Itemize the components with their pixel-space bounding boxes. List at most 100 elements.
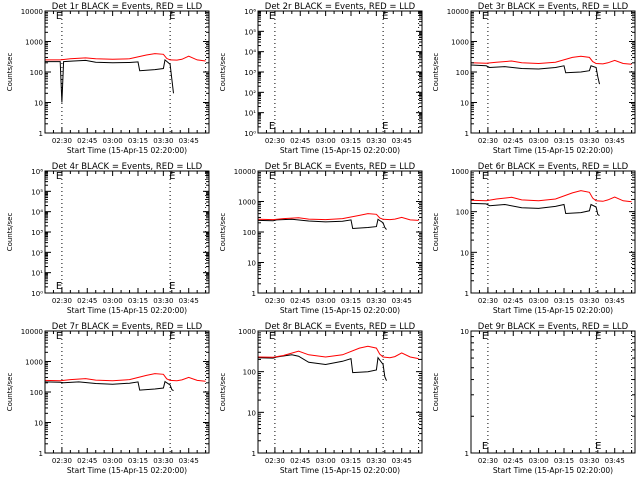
x-axis-label: Start Time (15-Apr-15 02:20:00)	[493, 306, 613, 315]
y-tick-label: 10¹	[31, 270, 43, 278]
y-tick-label: 1000	[238, 199, 256, 207]
marker-e-label: E	[482, 331, 488, 342]
plot-frame	[44, 170, 210, 294]
y-tick-label: 10000	[447, 8, 469, 16]
x-tick-label: 03:00	[103, 137, 123, 145]
y-tick-label: 1	[39, 130, 43, 138]
detector-panel: E E 1 10 100 1000 10000 02:30 02:45 03:00 03:15 03:…	[6, 2, 210, 155]
x-tick-label: 03:30	[366, 457, 386, 465]
plot-frame	[470, 330, 636, 454]
series-line	[44, 373, 206, 382]
detector-panel: E E 1 10 100 1000 02:30 02:45 03:00 03:15 03:30 03:…	[432, 162, 636, 315]
x-tick-label: 03:30	[579, 297, 599, 305]
marker-e-label: E	[595, 11, 601, 22]
marker-e-label: E	[382, 121, 388, 132]
x-tick-label: 02:30	[265, 137, 285, 145]
series-line	[44, 380, 174, 392]
x-tick-label: 03:45	[179, 457, 199, 465]
x-tick-label: 03:15	[128, 137, 148, 145]
y-tick-label: 10	[460, 100, 469, 108]
x-tick-label: 02:30	[265, 457, 285, 465]
x-tick-label: 03:30	[579, 137, 599, 145]
y-tick-label: 100	[243, 369, 256, 377]
y-tick-label: 10⁵	[244, 28, 256, 36]
x-axis-label: Start Time (15-Apr-15 02:20:00)	[280, 146, 400, 155]
y-tick-label: 1	[465, 290, 469, 298]
series-line	[45, 58, 174, 103]
y-tick-label: 10⁴	[244, 49, 256, 57]
panel-title: Det 7r BLACK = Events, RED = LLD	[52, 322, 203, 332]
plot-frame	[257, 330, 423, 454]
panel-title: Det 6r BLACK = Events, RED = LLD	[478, 162, 629, 172]
series-line	[257, 354, 387, 381]
plot-frame	[257, 10, 423, 134]
x-tick-label: 03:15	[128, 297, 148, 305]
marker-e-label: E	[382, 171, 388, 182]
x-tick-label: 03:15	[554, 457, 574, 465]
x-tick-label: 02:45	[503, 297, 523, 305]
x-tick-label: 02:30	[52, 137, 72, 145]
x-axis-label: Start Time (15-Apr-15 02:20:00)	[280, 306, 400, 315]
y-tick-label: 10²	[244, 89, 256, 97]
y-tick-label: 1000	[451, 168, 469, 176]
x-tick-label: 03:15	[554, 137, 574, 145]
x-tick-label: 03:00	[103, 457, 123, 465]
x-tick-label: 02:45	[290, 457, 310, 465]
marker-e-label: E	[269, 11, 275, 22]
y-tick-label: 10³	[31, 229, 43, 237]
x-tick-label: 03:00	[529, 137, 549, 145]
marker-e-label: E	[482, 441, 488, 452]
marker-e-label: E	[169, 331, 175, 342]
x-axis-label: Start Time (15-Apr-15 02:20:00)	[67, 146, 187, 155]
x-tick-label: 02:30	[52, 297, 72, 305]
y-axis-label: Counts/sec	[219, 213, 227, 252]
x-tick-label: 03:45	[392, 457, 412, 465]
panel-title: Det 4r BLACK = Events, RED = LLD	[52, 162, 203, 172]
x-axis-label: Start Time (15-Apr-15 02:20:00)	[493, 466, 613, 475]
detector-panel: E E 1 10 100 1000 10000 02:30 02:45 03:00 03:15 03:…	[6, 322, 210, 475]
y-axis-label: Counts/sec	[219, 373, 227, 412]
x-tick-label: 02:45	[77, 297, 97, 305]
marker-e-label: E	[56, 331, 62, 342]
x-tick-label: 02:45	[503, 137, 523, 145]
y-axis-label: Counts/sec	[6, 373, 14, 412]
x-tick-label: 03:00	[316, 297, 336, 305]
y-tick-label: 10	[247, 409, 256, 417]
detector-panel: E E E E 1 10 02:30 02:45 03:00 03:15 03:30 03:45 Det…	[432, 322, 636, 475]
plot-frame	[44, 330, 210, 454]
panel-title: Det 5r BLACK = Events, RED = LLD	[265, 162, 416, 172]
y-tick-label: 10	[460, 249, 469, 257]
marker-e-label: E	[56, 281, 62, 292]
marker-e-label: E	[595, 331, 601, 342]
x-tick-label: 03:15	[341, 137, 361, 145]
y-tick-label: 100	[456, 69, 469, 77]
y-tick-label: 10000	[21, 328, 43, 336]
marker-e-label: E	[169, 281, 175, 292]
y-tick-label: 100	[243, 229, 256, 237]
marker-e-label: E	[269, 331, 275, 342]
y-tick-label: 10	[34, 420, 43, 428]
series-line	[470, 202, 600, 217]
y-tick-label: 10⁶	[244, 8, 256, 16]
x-tick-label: 02:45	[77, 457, 97, 465]
y-axis-label: Counts/sec	[6, 53, 14, 92]
y-axis-label: Counts/sec	[432, 213, 440, 252]
marker-e-label: E	[595, 171, 601, 182]
series-line	[257, 213, 419, 221]
x-tick-label: 03:30	[153, 297, 173, 305]
x-tick-label: 03:45	[179, 297, 199, 305]
x-tick-label: 03:45	[605, 457, 625, 465]
x-tick-label: 03:00	[316, 137, 336, 145]
x-tick-label: 02:30	[478, 297, 498, 305]
y-tick-label: 1	[465, 450, 469, 458]
series-line	[470, 190, 632, 203]
y-tick-label: 10⁵	[31, 188, 43, 196]
y-tick-label: 1	[39, 450, 43, 458]
x-tick-label: 02:45	[290, 297, 310, 305]
x-tick-label: 02:45	[503, 457, 523, 465]
x-axis-label: Start Time (15-Apr-15 02:20:00)	[67, 466, 187, 475]
detector-panel: E E 1 10 100 1000 10000 02:30 02:45 03:00 03:15 03:…	[219, 162, 423, 315]
x-axis-label: Start Time (15-Apr-15 02:20:00)	[493, 146, 613, 155]
x-tick-label: 03:30	[153, 137, 173, 145]
